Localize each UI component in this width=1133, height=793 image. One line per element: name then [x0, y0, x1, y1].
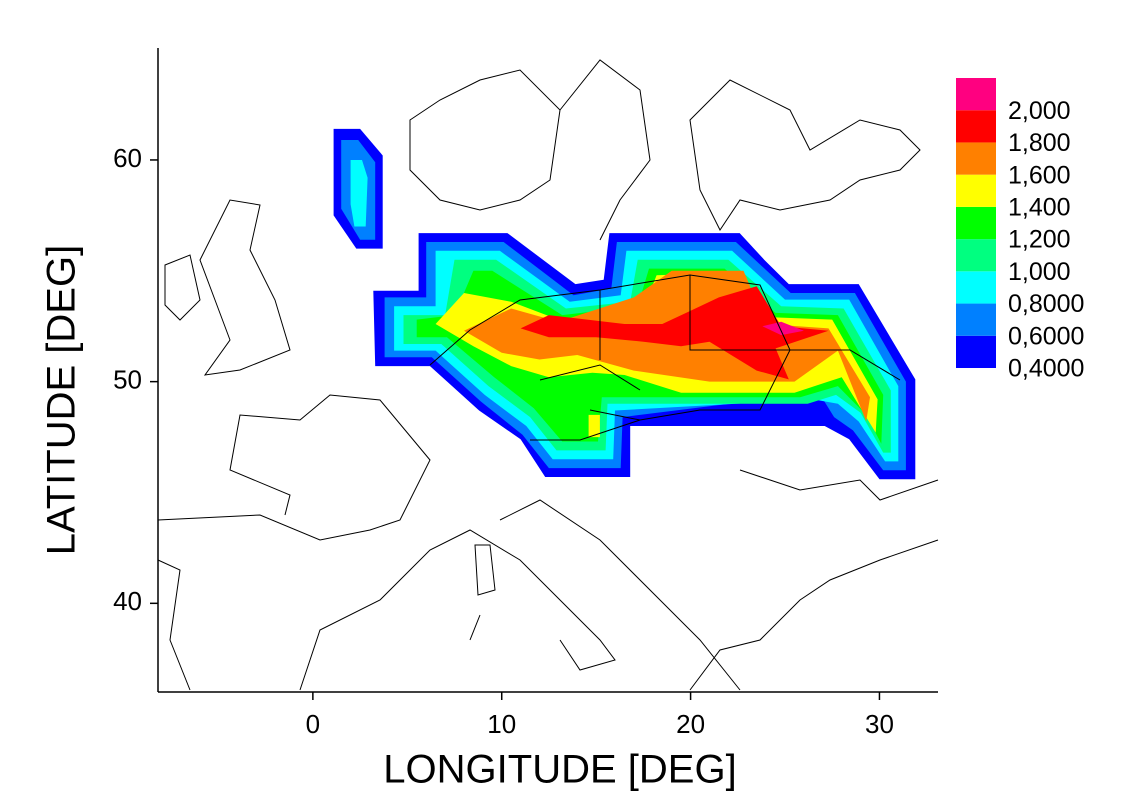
colorbar-swatch — [956, 271, 996, 304]
coastline — [157, 499, 741, 691]
colorbar-label: 1,200 — [1008, 226, 1071, 254]
contour-band — [762, 321, 804, 336]
coastline — [164, 254, 201, 321]
coastline — [409, 59, 651, 241]
coastline — [469, 544, 496, 641]
colorbar-label: 1,400 — [1008, 193, 1071, 221]
axes — [150, 48, 938, 700]
coastline — [689, 79, 921, 231]
y-tick-label: 60 — [113, 143, 142, 173]
x-tick-label: 30 — [865, 709, 894, 739]
contour-band — [464, 270, 870, 422]
colorbar-label: 1,000 — [1008, 258, 1071, 286]
x-axis-title: LONGITUDE [DEG] — [383, 748, 736, 792]
coastline — [157, 394, 431, 541]
border — [429, 274, 901, 441]
contour-band — [520, 286, 829, 380]
x-tick-label: 20 — [676, 709, 705, 739]
colorbar-label: 2,000 — [1008, 97, 1071, 125]
colorbar-swatch — [956, 239, 996, 272]
y-axis-title: LATITUDE [DEG] — [40, 245, 84, 555]
map-outline — [157, 59, 939, 691]
y-tick-label: 40 — [113, 586, 142, 616]
colorbar-swatch — [956, 174, 996, 207]
colorbar-swatch — [956, 110, 996, 143]
colorbar-swatch — [956, 78, 996, 111]
colorbar-swatch — [956, 335, 996, 368]
contours — [333, 128, 916, 480]
coastline — [199, 199, 291, 376]
colorbar-swatch — [956, 206, 996, 240]
contour-band — [350, 160, 368, 227]
colorbar-label: 1,800 — [1008, 129, 1071, 157]
colorbar-swatch — [956, 142, 996, 175]
colorbar-label: 0,6000 — [1008, 322, 1084, 350]
colorbar-label: 0,8000 — [1008, 290, 1084, 318]
colorbar-label: 0,4000 — [1008, 355, 1084, 383]
x-tick-label: 10 — [487, 709, 516, 739]
x-tick-label: 0 — [306, 709, 320, 739]
contour-band — [588, 414, 600, 438]
colorbar-swatch — [956, 303, 996, 336]
coastline — [689, 469, 939, 691]
borders — [429, 274, 901, 441]
colorbar-label: 1,600 — [1008, 161, 1071, 189]
y-tick-label: 50 — [113, 365, 142, 395]
